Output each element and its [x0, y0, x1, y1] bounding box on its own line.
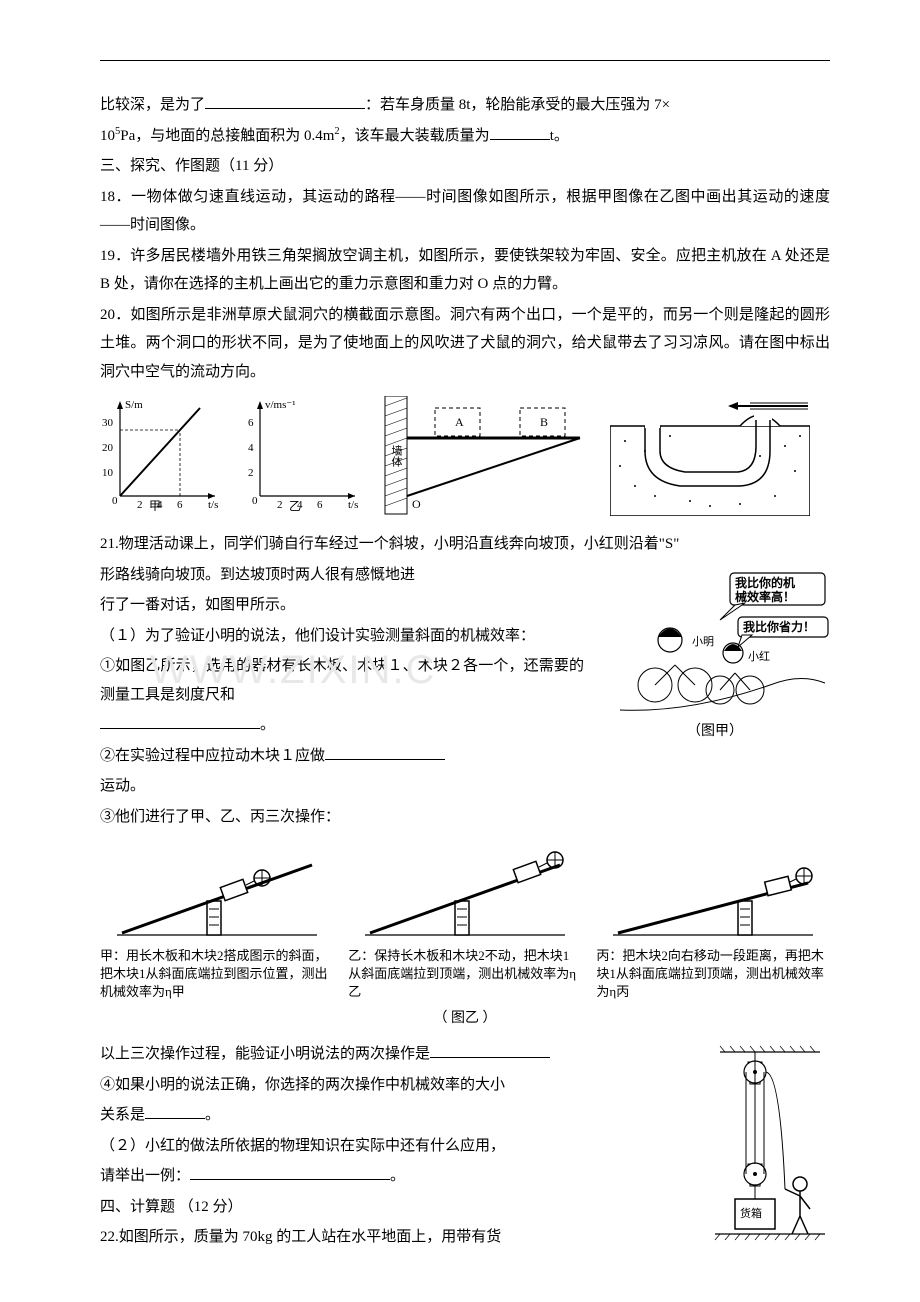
svg-text:0: 0	[112, 495, 118, 507]
chart-jia: S/m t/s 30 20 10 0 2 4 6 甲	[100, 396, 220, 511]
incline-bing: 丙：把木块2向右移动一段距离，再把木块1从斜面底端拉到顶端，测出机械效率为η丙	[596, 843, 830, 1002]
blank-example[interactable]	[190, 1163, 390, 1181]
q17-continuation: 比较深，是为了：若车身质量 8t，轮胎能承受的最大压强为 7×	[100, 91, 830, 120]
svg-text:20: 20	[102, 442, 114, 454]
blank-motion[interactable]	[325, 742, 445, 760]
ylabel: S/m	[125, 399, 143, 411]
q21-motion: ②在实验过程中应拉动木块１应做	[100, 742, 830, 771]
svg-text:小红: 小红	[748, 650, 770, 663]
q21-ops: ③他们进行了甲、乙、丙三次操作：	[100, 803, 830, 832]
q17-continuation-2: 105Pa，与地面的总接触面积为 0.4m2，该车最大装载质量为t。	[100, 122, 830, 151]
svg-text:4: 4	[248, 442, 254, 454]
svg-text:t/s: t/s	[348, 499, 358, 511]
burrow-diagram	[610, 396, 810, 516]
bracket-diagram: 墙体 A B O	[380, 396, 590, 516]
svg-text:墙体: 墙体	[390, 444, 403, 467]
incline-row: 甲：用长木板和木块2搭成图示的斜面，把木块1从斜面底端拉到图示位置，测出机械效率…	[100, 843, 830, 1002]
svg-text:2: 2	[248, 467, 254, 479]
section-3-title: 三、探究、作图题（11 分）	[100, 152, 830, 181]
svg-text:6: 6	[177, 499, 183, 511]
svg-text:2: 2	[137, 499, 143, 511]
chart-yi: v/ms⁻¹ t/s 6 4 2 0 2 4 6 乙	[240, 396, 360, 511]
svg-text:乙: 乙	[289, 499, 301, 511]
svg-text:小明: 小明	[692, 635, 714, 648]
q18: 18．一物体做匀速直线运动，其运动的路程——时间图像如图所示，根据甲图像在乙图中…	[100, 183, 830, 240]
q20: 20．如图所示是非洲草原犬鼠洞穴的横截面示意图。洞穴有两个出口，一个是平的，而另…	[100, 301, 830, 387]
svg-text:我比你省力！: 我比你省力！	[743, 619, 815, 634]
q21-line3: 行了一番对话，如图甲所示。	[100, 591, 830, 620]
blank-tool[interactable]	[100, 712, 260, 730]
q21-motion2: 运动。	[100, 772, 830, 801]
cartoon-caption: （图甲）	[600, 719, 830, 746]
svg-text:30: 30	[102, 417, 114, 429]
q21-line1: 21.物理活动课上，同学们骑自行车经过一个斜坡，小明沿直线奔向坡顶，小红则沿着"…	[100, 530, 830, 559]
blank-mass[interactable]	[490, 122, 550, 140]
svg-text:10: 10	[102, 467, 114, 479]
svg-text:6: 6	[317, 499, 323, 511]
svg-text:我比你的机: 我比你的机	[735, 575, 795, 590]
svg-text:O: O	[412, 497, 421, 511]
tuyilabel: （ 图乙 ）	[100, 1006, 830, 1033]
svg-text:0: 0	[252, 495, 258, 507]
incline-jia: 甲：用长木板和木块2搭成图示的斜面，把木块1从斜面底端拉到图示位置，测出机械效率…	[100, 843, 334, 1002]
blank-ops[interactable]	[430, 1041, 550, 1059]
svg-text:货箱: 货箱	[740, 1206, 762, 1220]
blank-relation[interactable]	[145, 1102, 205, 1120]
svg-text:v/ms⁻¹: v/ms⁻¹	[265, 399, 296, 411]
svg-text:6: 6	[248, 417, 254, 429]
figure-row-1: S/m t/s 30 20 10 0 2 4 6 甲 v/ms⁻¹ t/s 6 …	[100, 396, 830, 516]
svg-text:B: B	[540, 415, 548, 429]
q19: 19．许多居民楼墙外用铁三角架搁放空调主机，如图所示，要使铁架较为牢固、安全。应…	[100, 242, 830, 299]
svg-text:2: 2	[277, 499, 283, 511]
pulley-fig: 货箱	[710, 1044, 830, 1244]
svg-text:A: A	[455, 415, 464, 429]
blank-reason[interactable]	[205, 92, 365, 110]
svg-text:甲: 甲	[149, 499, 161, 511]
incline-yi: 乙：保持长木板和木块2不动，把木块1从斜面底端拉到顶端，测出机械效率为η乙	[348, 843, 582, 1002]
xlabel: t/s	[208, 499, 218, 511]
